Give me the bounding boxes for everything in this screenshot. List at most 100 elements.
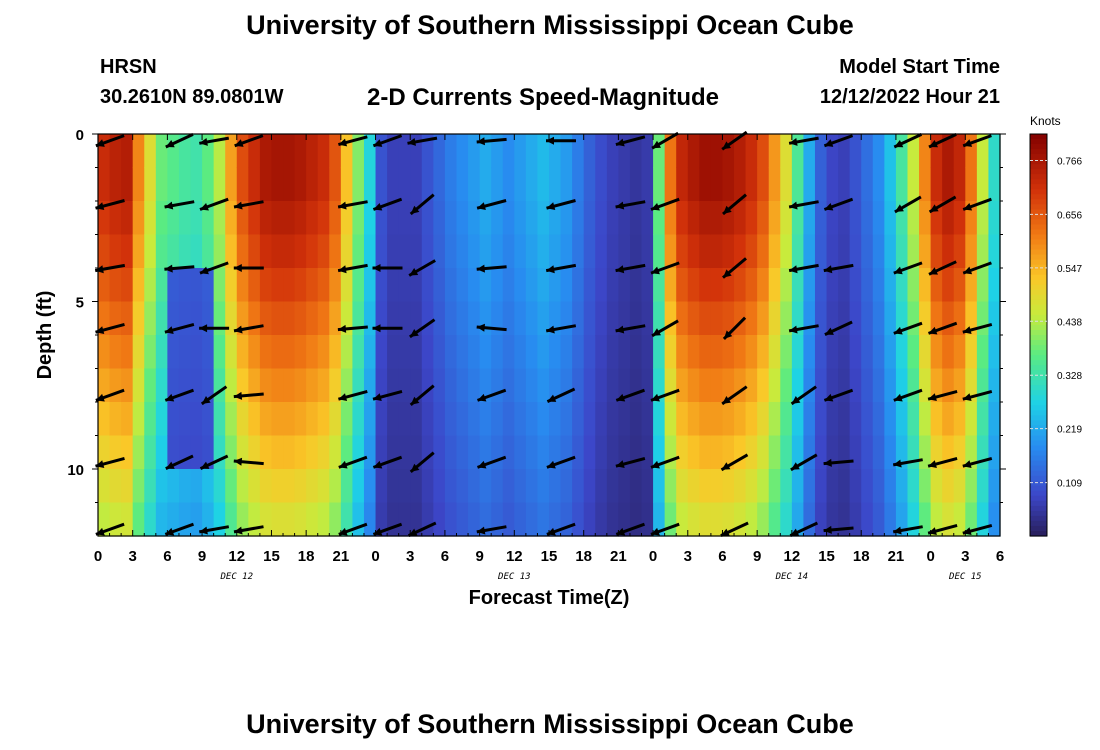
x-tick-label: 3 — [684, 548, 692, 565]
heatmap-cell — [479, 435, 492, 470]
heatmap-cell — [849, 268, 862, 303]
heatmap-cell — [595, 167, 608, 202]
heatmap-cell — [236, 335, 249, 370]
x-tick-label: 12 — [506, 548, 523, 565]
heatmap-cell — [479, 402, 492, 437]
heatmap-cell — [167, 502, 180, 537]
heatmap-cell — [560, 134, 573, 169]
heatmap-cell — [98, 268, 111, 303]
current-vector-head — [165, 393, 175, 402]
heatmap-cell — [572, 301, 585, 336]
heatmap-cell — [109, 268, 122, 303]
heatmap-cell — [699, 402, 712, 437]
heatmap-cell — [178, 335, 192, 370]
current-vector-head — [963, 266, 973, 275]
heatmap-cell — [803, 469, 816, 504]
heatmap-cell — [710, 435, 724, 470]
heatmap-cell — [225, 435, 238, 470]
heatmap-cell — [363, 435, 377, 470]
heatmap-cell — [525, 335, 539, 370]
heatmap-cell — [398, 502, 411, 537]
heatmap-cell — [595, 201, 608, 236]
heatmap-cell — [213, 402, 226, 437]
colorbar-segment — [1030, 355, 1047, 361]
heatmap-cell — [826, 167, 839, 202]
heatmap-cell — [676, 234, 689, 269]
heatmap-cell — [248, 234, 261, 269]
heatmap-cell — [352, 268, 365, 303]
heatmap-cell — [259, 234, 273, 269]
heatmap-cell — [849, 234, 862, 269]
heatmap-cell — [606, 268, 619, 303]
heatmap-cell — [433, 469, 446, 504]
heatmap-cell — [178, 368, 192, 403]
heatmap-cell — [745, 502, 758, 537]
heatmap-cell — [629, 167, 643, 202]
heatmap-cell — [861, 469, 874, 504]
heatmap-cell — [942, 402, 955, 437]
currents-heatmap-chart: 0 3 6 9 12 15 18 21 0 3 6 9 12 15 18 21 0 3 6 9 12 15 18 21 0 3 6 0… — [34, 114, 1082, 609]
heatmap-cell — [919, 335, 932, 370]
heatmap-cell — [757, 167, 770, 202]
heatmap-cell — [907, 368, 920, 403]
heatmap-cell — [953, 435, 966, 470]
heatmap-cell — [838, 234, 851, 269]
heatmap-cell — [687, 167, 700, 202]
heatmap-cell — [814, 402, 828, 437]
heatmap-cell — [549, 435, 562, 470]
heatmap-cell — [178, 502, 192, 537]
heatmap-cell — [132, 201, 145, 236]
heatmap-cell — [699, 268, 712, 303]
heatmap-cell — [248, 201, 261, 236]
heatmap-cell — [329, 368, 342, 403]
heatmap-cell — [421, 402, 434, 437]
heatmap-cell — [444, 134, 458, 169]
heatmap-cell — [849, 402, 862, 437]
current-vector-head — [546, 460, 556, 469]
heatmap-cell — [98, 201, 111, 236]
heatmap-cell — [433, 402, 446, 437]
x-tick-label: 6 — [163, 548, 171, 565]
heatmap-cell — [907, 167, 920, 202]
heatmap-cell — [259, 201, 273, 236]
heatmap-cell — [884, 335, 897, 370]
heatmap-cell — [861, 234, 874, 269]
heatmap-cell — [468, 234, 481, 269]
current-vector-head — [893, 326, 903, 335]
heatmap-cell — [294, 301, 307, 336]
heatmap-cell — [329, 502, 342, 537]
heatmap-cell — [202, 435, 215, 470]
heatmap-cell — [502, 335, 515, 370]
heatmap-cell — [121, 469, 134, 504]
x-tick-label: 0 — [649, 548, 657, 565]
heatmap-cell — [849, 134, 862, 169]
heatmap-cell — [560, 469, 573, 504]
current-vector-head — [928, 326, 938, 335]
current-vector-head — [651, 266, 660, 275]
heatmap-cell — [606, 469, 619, 504]
heatmap-cell — [398, 134, 411, 169]
heatmap-cell — [861, 435, 874, 470]
colorbar-frame — [1029, 133, 1048, 537]
heatmap-cell — [653, 502, 666, 537]
heatmap-cell — [710, 301, 724, 336]
heatmap-cell — [410, 134, 423, 169]
heatmap-cell — [121, 402, 134, 437]
heatmap-cell — [919, 201, 932, 236]
heatmap-cell — [618, 167, 631, 202]
heatmap-cell — [502, 502, 515, 537]
current-vector-head — [652, 140, 661, 149]
heatmap-cell — [525, 435, 539, 470]
date-label: DEC 13 — [497, 572, 531, 582]
heatmap-cell — [433, 335, 446, 370]
heatmap-cell — [468, 268, 481, 303]
heatmap-cell — [213, 469, 226, 504]
heatmap-cell — [722, 368, 735, 403]
heatmap-cell — [375, 134, 388, 169]
current-vector-head — [652, 328, 661, 336]
heatmap-cell — [803, 502, 816, 537]
heatmap-cell — [780, 268, 793, 303]
heatmap-cell — [514, 134, 527, 169]
colorbar-segment — [1030, 440, 1047, 447]
heatmap-cell — [283, 335, 296, 370]
